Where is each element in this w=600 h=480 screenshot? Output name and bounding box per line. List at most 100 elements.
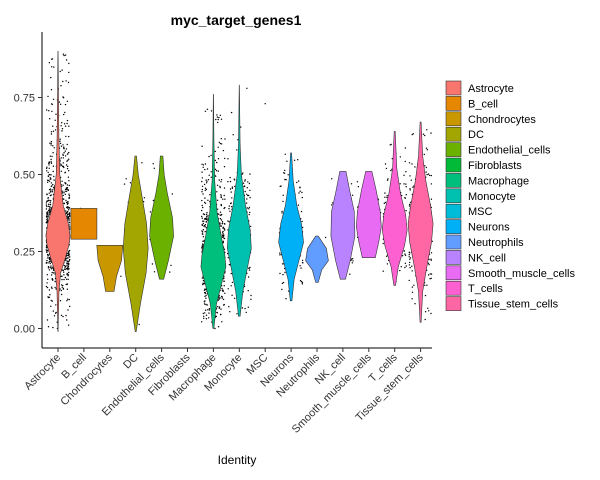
data-point bbox=[61, 180, 63, 182]
data-point bbox=[68, 71, 70, 74]
data-point bbox=[411, 265, 413, 267]
data-point bbox=[228, 221, 230, 223]
data-point bbox=[63, 54, 65, 57]
data-point bbox=[228, 263, 231, 266]
data-point bbox=[301, 196, 303, 199]
data-point bbox=[201, 177, 204, 179]
data-point bbox=[384, 163, 387, 165]
data-point bbox=[424, 284, 426, 286]
data-point bbox=[53, 179, 55, 181]
data-point bbox=[59, 70, 61, 73]
legend-swatch bbox=[445, 157, 462, 173]
y-axis-ticks: 0.00 0.25 0.50 0.75 bbox=[14, 93, 42, 336]
data-point bbox=[217, 326, 220, 328]
data-point bbox=[202, 166, 204, 168]
data-point bbox=[66, 211, 68, 214]
data-point bbox=[62, 284, 64, 287]
data-point bbox=[201, 231, 204, 233]
data-point bbox=[282, 273, 284, 276]
data-point bbox=[201, 217, 203, 219]
data-point bbox=[424, 318, 426, 321]
data-point bbox=[51, 287, 53, 290]
violin-neutrophils bbox=[305, 235, 329, 283]
data-point bbox=[426, 284, 428, 286]
data-point bbox=[301, 283, 303, 285]
data-point bbox=[223, 166, 226, 168]
data-point bbox=[390, 143, 392, 146]
data-point bbox=[47, 262, 49, 264]
data-point bbox=[50, 142, 52, 144]
data-point bbox=[50, 268, 53, 270]
data-point bbox=[204, 110, 207, 113]
data-point bbox=[60, 125, 62, 127]
data-point bbox=[246, 87, 248, 90]
data-point bbox=[427, 307, 429, 309]
data-point bbox=[208, 308, 211, 310]
data-point bbox=[65, 148, 68, 150]
data-point bbox=[63, 271, 65, 273]
data-point bbox=[69, 258, 71, 261]
data-point bbox=[68, 218, 70, 220]
data-point bbox=[209, 200, 211, 203]
data-point bbox=[249, 211, 251, 214]
data-point bbox=[216, 312, 219, 314]
data-point bbox=[223, 285, 225, 287]
data-point bbox=[65, 314, 67, 317]
data-point bbox=[46, 216, 48, 218]
data-point bbox=[408, 162, 411, 164]
data-point bbox=[233, 297, 236, 299]
data-point bbox=[408, 279, 410, 282]
data-point bbox=[231, 294, 233, 296]
data-point bbox=[49, 209, 51, 211]
data-point bbox=[51, 155, 53, 158]
data-point bbox=[48, 269, 51, 271]
data-point bbox=[331, 204, 333, 206]
data-point bbox=[50, 265, 52, 267]
data-point bbox=[50, 190, 52, 192]
data-point bbox=[221, 222, 224, 224]
y-tick-label: 0.75 bbox=[14, 93, 35, 105]
data-point bbox=[405, 265, 407, 267]
data-point bbox=[207, 215, 209, 217]
data-point bbox=[205, 182, 208, 184]
data-point bbox=[65, 164, 68, 166]
data-point bbox=[286, 160, 288, 162]
data-point bbox=[202, 236, 205, 238]
data-point bbox=[67, 165, 69, 168]
data-point bbox=[215, 118, 217, 121]
data-point bbox=[425, 171, 427, 173]
data-point bbox=[399, 183, 401, 185]
data-point bbox=[68, 263, 70, 265]
data-point bbox=[220, 179, 223, 181]
data-point bbox=[68, 213, 71, 216]
data-point bbox=[227, 158, 229, 160]
data-point bbox=[125, 178, 127, 180]
data-point bbox=[68, 180, 70, 182]
data-point bbox=[48, 164, 50, 166]
data-point bbox=[247, 290, 249, 292]
data-point bbox=[66, 262, 68, 264]
violin-smooth-muscle-cells bbox=[355, 171, 382, 258]
data-point bbox=[229, 202, 232, 205]
data-point bbox=[202, 283, 204, 286]
legend-label: T_cells bbox=[468, 283, 503, 295]
data-point bbox=[61, 122, 63, 124]
data-point bbox=[206, 180, 208, 182]
data-point bbox=[46, 109, 48, 111]
data-point bbox=[382, 242, 384, 245]
x-axis-title: Identity bbox=[218, 453, 257, 467]
data-point bbox=[45, 222, 48, 224]
data-point bbox=[153, 271, 156, 273]
data-point bbox=[48, 62, 51, 64]
legend-item: Smooth_muscle_cells bbox=[445, 265, 575, 281]
data-point bbox=[240, 126, 242, 128]
data-point bbox=[66, 215, 69, 217]
data-point bbox=[51, 300, 53, 302]
data-point bbox=[207, 199, 209, 201]
data-point bbox=[279, 252, 281, 254]
data-point bbox=[61, 278, 63, 281]
data-point bbox=[61, 130, 63, 132]
data-point bbox=[67, 298, 69, 300]
data-point bbox=[244, 180, 246, 182]
